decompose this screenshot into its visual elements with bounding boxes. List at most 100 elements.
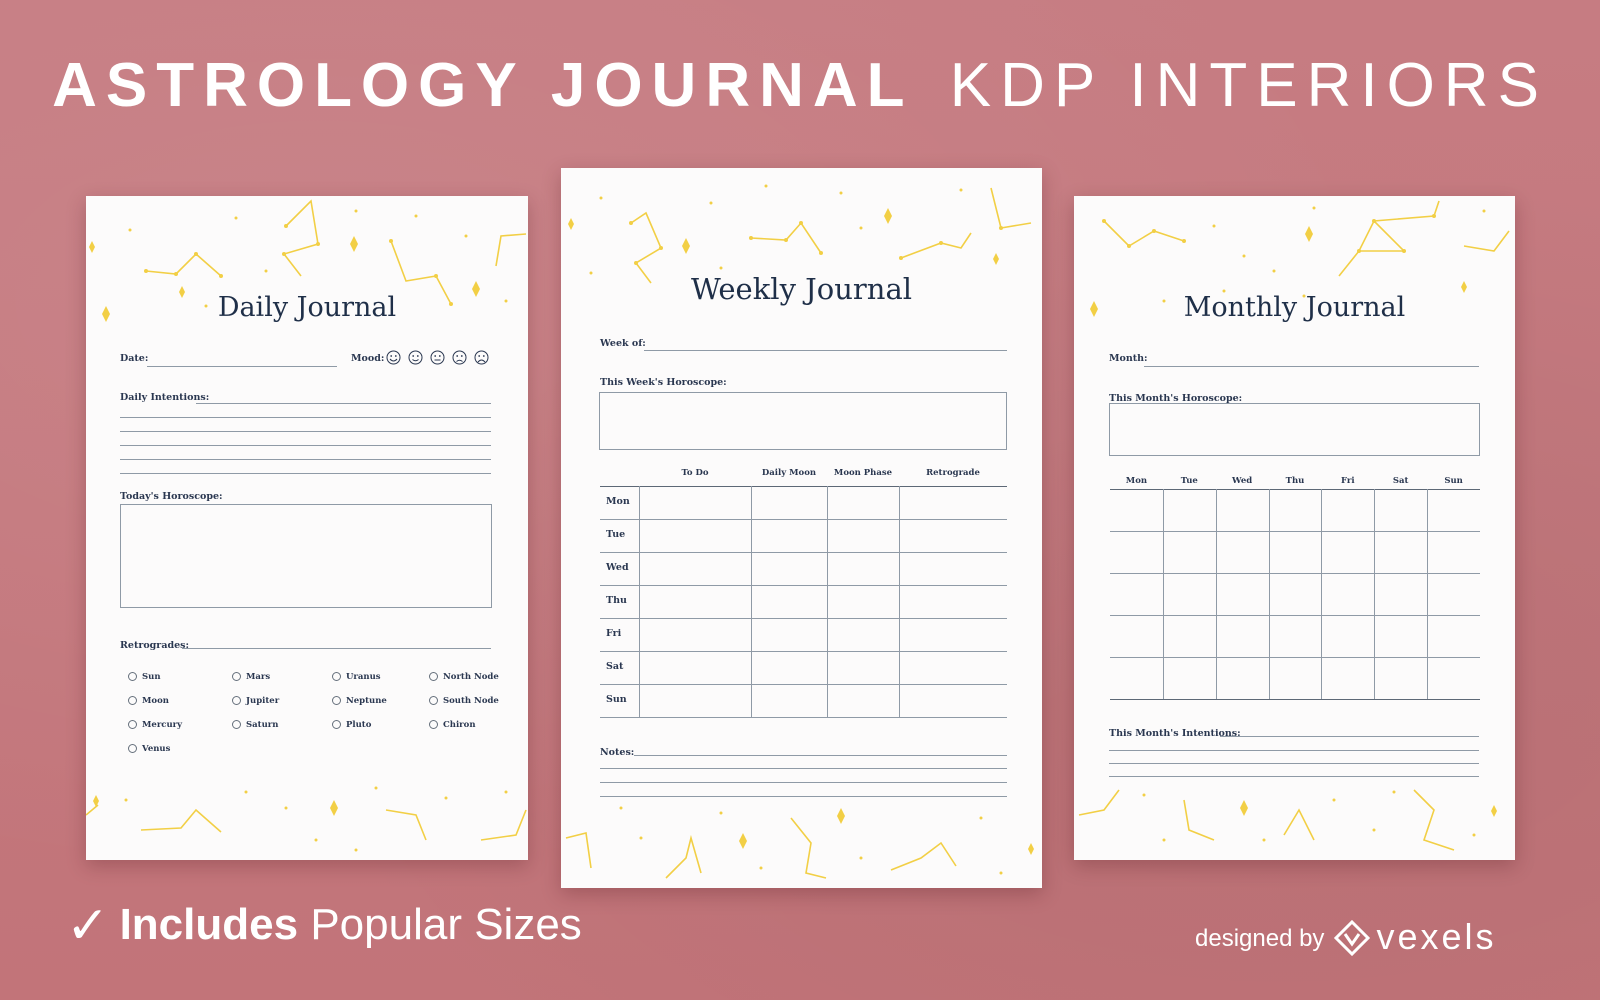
calendar-cell[interactable] — [1216, 531, 1269, 573]
retrograde-checkbox[interactable] — [429, 720, 438, 729]
weekly-table-rule — [600, 486, 1007, 487]
horoscope-label: Today's Horoscope: — [120, 491, 223, 502]
calendar-cell[interactable] — [1269, 657, 1322, 699]
calendar-cell[interactable] — [1374, 531, 1427, 573]
calendar-cell[interactable] — [1269, 615, 1322, 657]
monthly-intentions-line[interactable] — [1109, 776, 1479, 777]
constellation-decoration-bottom — [1078, 789, 1497, 851]
calendar-day-header: Mon — [1125, 476, 1148, 486]
notes-line[interactable] — [600, 782, 1007, 783]
calendar-cell[interactable] — [1110, 573, 1163, 615]
monthly-intentions-line[interactable] — [1109, 763, 1479, 764]
weekly-row[interactable] — [600, 585, 1007, 586]
retrogrades-line[interactable] — [182, 648, 491, 649]
weekly-day-label: Thu — [606, 595, 627, 606]
sad-face-icon[interactable] — [452, 350, 467, 365]
calendar-cell[interactable] — [1110, 657, 1163, 699]
calendar-cell[interactable] — [1427, 531, 1480, 573]
calendar-cell[interactable] — [1163, 531, 1216, 573]
retrograde-checkbox[interactable] — [332, 672, 341, 681]
weekly-row[interactable] — [600, 717, 1007, 718]
calendar-cell[interactable] — [1269, 531, 1322, 573]
calendar-cell[interactable] — [1110, 615, 1163, 657]
intentions-line[interactable] — [196, 403, 491, 404]
weekly-row[interactable] — [600, 552, 1007, 553]
calendar-cell[interactable] — [1321, 615, 1374, 657]
calendar-row-line — [1110, 699, 1480, 700]
horoscope-box[interactable] — [120, 504, 492, 608]
retrograde-checkbox[interactable] — [128, 672, 137, 681]
retrograde-label: Pluto — [346, 719, 372, 730]
retrograde-checkbox[interactable] — [232, 672, 241, 681]
calendar-cell[interactable] — [1110, 489, 1163, 531]
calendar-day-header: Fri — [1341, 476, 1355, 486]
weekly-row[interactable] — [600, 684, 1007, 685]
calendar-cell[interactable] — [1374, 615, 1427, 657]
week-of-label: Week of: — [600, 338, 646, 349]
monthly-intentions-line[interactable] — [1220, 736, 1479, 737]
very-sad-face-icon[interactable] — [474, 350, 489, 365]
date-field[interactable] — [147, 366, 337, 367]
calendar-cell[interactable] — [1163, 657, 1216, 699]
weekly-horoscope-box[interactable] — [599, 392, 1007, 450]
calendar-cell[interactable] — [1321, 657, 1374, 699]
week-of-field[interactable] — [644, 350, 1007, 351]
calendar-cell[interactable] — [1427, 489, 1480, 531]
weekly-day-label: Tue — [606, 529, 626, 540]
calendar-cell[interactable] — [1216, 489, 1269, 531]
notes-line[interactable] — [600, 768, 1007, 769]
intentions-line[interactable] — [120, 431, 491, 432]
weekly-column-divider — [751, 486, 752, 717]
retrograde-checkbox[interactable] — [232, 720, 241, 729]
weekly-row[interactable] — [600, 519, 1007, 520]
calendar-cell[interactable] — [1269, 573, 1322, 615]
calendar-cell[interactable] — [1374, 489, 1427, 531]
calendar-cell[interactable] — [1216, 573, 1269, 615]
retrograde-checkbox[interactable] — [429, 672, 438, 681]
weekly-row[interactable] — [600, 618, 1007, 619]
calendar-cell[interactable] — [1110, 531, 1163, 573]
weekly-horoscope-label: This Week's Horoscope: — [600, 377, 727, 388]
calendar-column-line — [1427, 489, 1429, 699]
retrograde-checkbox[interactable] — [429, 696, 438, 705]
calendar-cell[interactable] — [1216, 615, 1269, 657]
retrograde-checkbox[interactable] — [128, 744, 137, 753]
calendar-cell[interactable] — [1427, 573, 1480, 615]
calendar-cell[interactable] — [1269, 489, 1322, 531]
weekly-row[interactable] — [600, 651, 1007, 652]
neutral-face-icon[interactable] — [430, 350, 445, 365]
intentions-line[interactable] — [120, 445, 491, 446]
intentions-line[interactable] — [120, 417, 491, 418]
retrograde-checkbox[interactable] — [232, 696, 241, 705]
retrograde-checkbox[interactable] — [128, 720, 137, 729]
weekly-day-label: Fri — [606, 628, 622, 639]
includes-popular-sizes: ✓ Includes Popular Sizes — [66, 896, 582, 956]
calendar-cell[interactable] — [1216, 657, 1269, 699]
calendar-cell[interactable] — [1321, 531, 1374, 573]
calendar-cell[interactable] — [1321, 573, 1374, 615]
retrograde-checkbox[interactable] — [332, 696, 341, 705]
date-label: Date: — [120, 353, 149, 364]
intentions-line[interactable] — [120, 459, 491, 460]
notes-line[interactable] — [600, 796, 1007, 797]
calendar-cell[interactable] — [1427, 657, 1480, 699]
monthly-horoscope-box[interactable] — [1109, 403, 1480, 456]
calendar-cell[interactable] — [1374, 573, 1427, 615]
calendar-cell[interactable] — [1163, 573, 1216, 615]
notes-line[interactable] — [634, 755, 1007, 756]
month-field[interactable] — [1144, 366, 1479, 367]
intentions-line[interactable] — [120, 473, 491, 474]
daily-title: Daily Journal — [217, 292, 397, 323]
calendar-cell[interactable] — [1374, 657, 1427, 699]
calendar-cell[interactable] — [1163, 489, 1216, 531]
weekly-title: Weekly Journal — [690, 272, 913, 306]
monthly-journal-page: Monthly Journal Month: This Month's Horo… — [1074, 196, 1515, 860]
calendar-cell[interactable] — [1427, 615, 1480, 657]
happy-face-icon[interactable] — [408, 350, 423, 365]
retrograde-checkbox[interactable] — [128, 696, 137, 705]
calendar-cell[interactable] — [1163, 615, 1216, 657]
calendar-cell[interactable] — [1321, 489, 1374, 531]
monthly-intentions-line[interactable] — [1109, 750, 1479, 751]
retrograde-checkbox[interactable] — [332, 720, 341, 729]
very-happy-face-icon[interactable] — [386, 350, 401, 365]
